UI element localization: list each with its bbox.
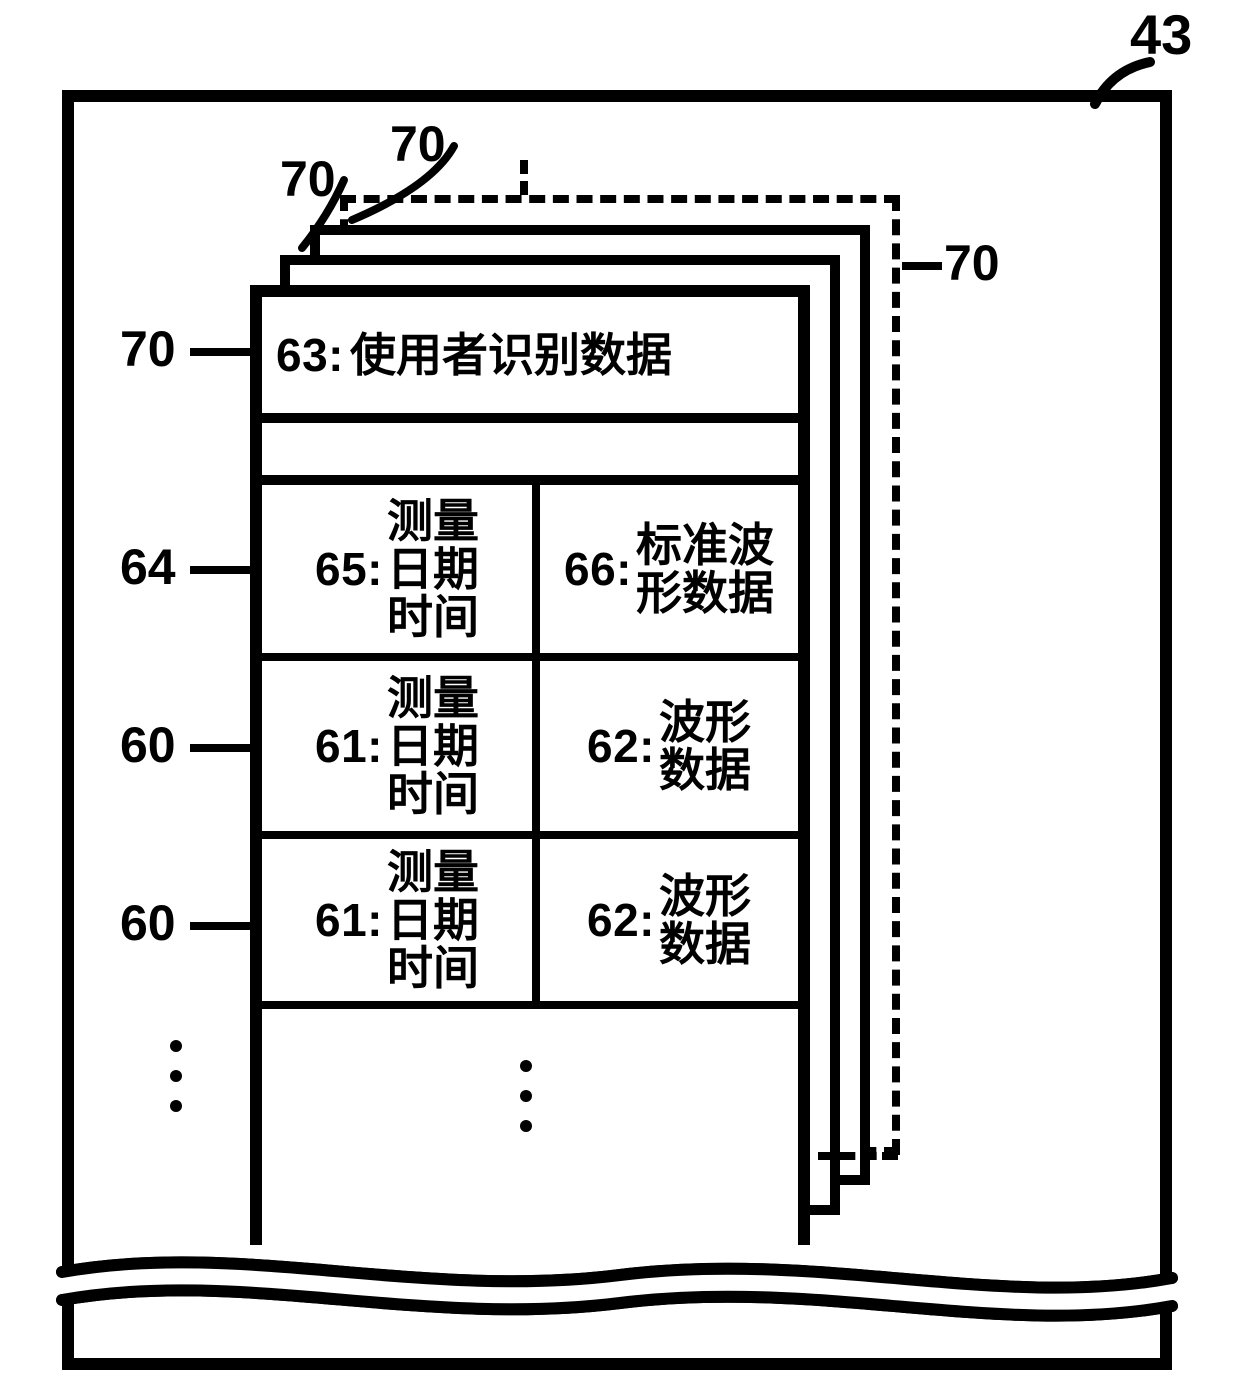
figure-canvas: 43 63: 使用者识别数据 65: 测量 日期 时间 66: 标准波 形数据 [0, 0, 1243, 1384]
page-break-wave [0, 0, 1243, 1384]
